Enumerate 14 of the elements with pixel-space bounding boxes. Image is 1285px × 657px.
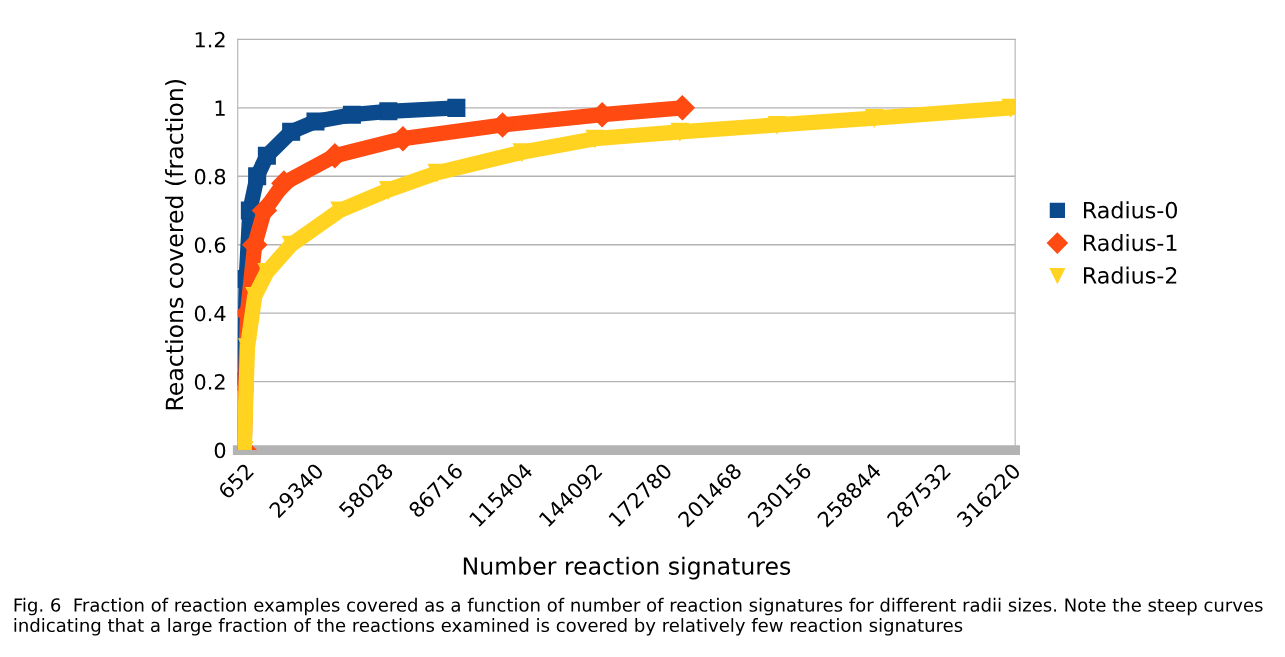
caption: Fig. 6 Fraction of reaction examples covered as a function of number of reaction signatures for different radii sizes. Note the steep curves indicating that a large fraction of the reactions examined is covered by relatively few reaction signatures [14, 597, 1263, 636]
legend-label: Radius-1 [1084, 233, 1177, 252]
x-axis-title: Number reaction signatures [463, 556, 791, 580]
x-tick-label: 652 [217, 462, 255, 500]
y-tick-label: 0.4 [194, 305, 226, 322]
legend-label: Radius-0 [1084, 201, 1177, 219]
y-tick-label: 1 [215, 100, 225, 116]
y-axis-title: Reactions covered (fraction) [165, 79, 187, 410]
legend-label: Radius-2 [1084, 266, 1177, 284]
y-tick-label: 0 [214, 442, 226, 459]
y-tick-label: 0.8 [194, 168, 226, 185]
y-tick-label: 0.6 [194, 237, 226, 253]
y-tick-label: 1.2 [195, 31, 225, 48]
y-tick-label: 0.2 [194, 374, 225, 390]
